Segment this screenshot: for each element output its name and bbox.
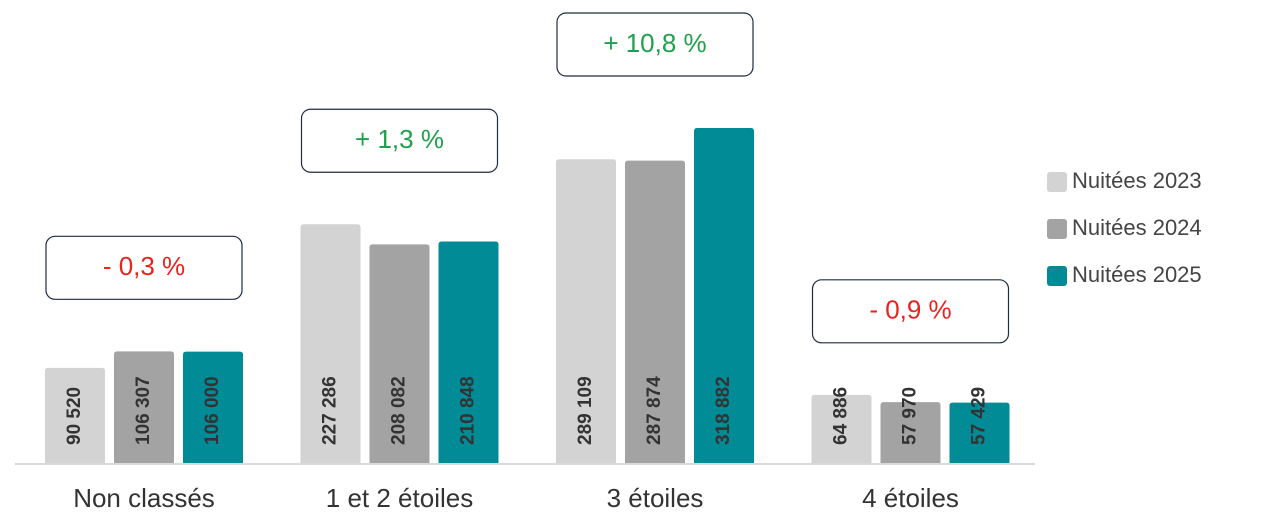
value-label: 57 970: [900, 387, 921, 445]
value-label: 90 520: [64, 387, 85, 445]
legend-swatch: [1047, 266, 1067, 286]
annotation-box: [45, 235, 243, 300]
value-label: 287 874: [644, 376, 665, 445]
bar: [949, 402, 1010, 463]
value-label: 106 307: [133, 376, 154, 445]
legend-label: Nuitées 2025: [1072, 262, 1202, 287]
annotation: - 0,9 %: [869, 295, 951, 325]
bar: [625, 160, 685, 463]
value-label: 57 429: [969, 387, 990, 445]
value-label: 210 848: [458, 376, 479, 445]
category-label: Non classés: [73, 483, 215, 513]
bar: [556, 159, 616, 463]
legend-label: Nuitées 2024: [1072, 215, 1202, 240]
legend-label: Nuitées 2023: [1072, 168, 1202, 193]
value-label: 289 109: [575, 376, 596, 445]
annotation-box: [811, 279, 1010, 344]
value-label: 64 886: [831, 387, 852, 445]
annotation: + 10,8 %: [603, 28, 706, 58]
bar: [369, 244, 430, 463]
legend-swatch: [1047, 172, 1067, 192]
value-label: 318 882: [713, 376, 734, 445]
bar: [114, 351, 174, 463]
bar: [300, 224, 361, 463]
value-label: 227 286: [320, 376, 341, 445]
bar: [811, 394, 872, 463]
bar: [45, 367, 105, 463]
annotation: - 0,3 %: [103, 251, 185, 281]
category-label: 4 étoiles: [862, 483, 959, 513]
bar: [880, 402, 941, 463]
category-label: 1 et 2 étoiles: [326, 483, 473, 513]
category-label: 3 étoiles: [607, 483, 704, 513]
annotation: + 1,3 %: [355, 124, 444, 154]
annotation-box: [556, 12, 754, 77]
value-label: 106 000: [202, 376, 223, 445]
legend-swatch: [1047, 219, 1067, 239]
bar: [183, 351, 243, 463]
bar: [694, 128, 754, 463]
annotation-box: [300, 108, 499, 173]
bar: [438, 241, 499, 463]
value-label: 208 082: [389, 376, 410, 445]
